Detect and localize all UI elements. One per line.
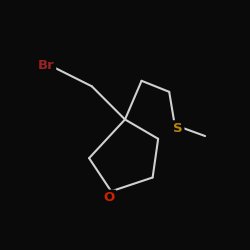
Text: S: S	[173, 122, 183, 135]
Text: Br: Br	[38, 59, 55, 72]
Text: O: O	[104, 191, 115, 204]
